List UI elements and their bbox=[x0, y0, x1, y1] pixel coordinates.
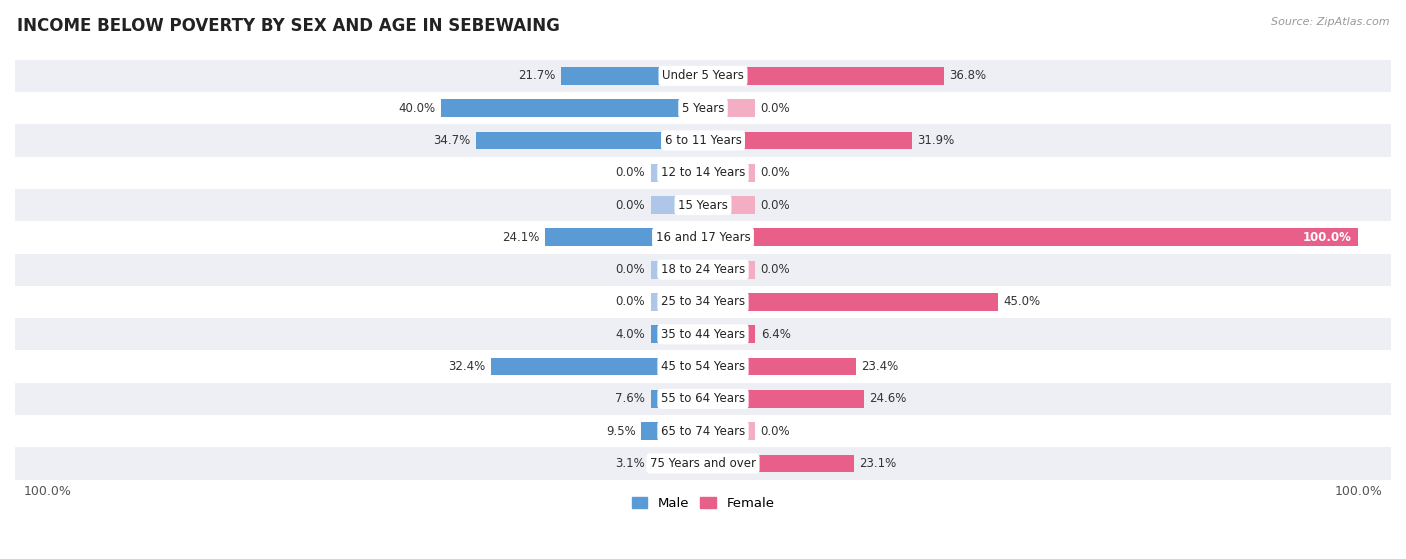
Text: 9.5%: 9.5% bbox=[606, 425, 636, 438]
Bar bbox=[703, 358, 856, 376]
Bar bbox=[703, 131, 912, 149]
Bar bbox=[15, 383, 1391, 415]
Bar bbox=[703, 454, 855, 472]
Bar bbox=[15, 254, 1391, 286]
Bar bbox=[703, 261, 755, 278]
Text: 45 to 54 Years: 45 to 54 Years bbox=[661, 360, 745, 373]
Bar bbox=[703, 293, 998, 311]
Bar bbox=[15, 318, 1391, 350]
Text: 6 to 11 Years: 6 to 11 Years bbox=[665, 134, 741, 147]
Text: 25 to 34 Years: 25 to 34 Years bbox=[661, 296, 745, 309]
Text: Under 5 Years: Under 5 Years bbox=[662, 69, 744, 82]
Bar bbox=[15, 447, 1391, 480]
Text: 40.0%: 40.0% bbox=[398, 102, 436, 115]
Text: 0.0%: 0.0% bbox=[616, 166, 645, 179]
Legend: Male, Female: Male, Female bbox=[626, 491, 780, 515]
Text: 0.0%: 0.0% bbox=[616, 263, 645, 276]
Bar bbox=[703, 229, 1358, 247]
Text: 18 to 24 Years: 18 to 24 Years bbox=[661, 263, 745, 276]
Text: 12 to 14 Years: 12 to 14 Years bbox=[661, 166, 745, 179]
Text: 34.7%: 34.7% bbox=[433, 134, 471, 147]
Text: 24.6%: 24.6% bbox=[869, 392, 907, 405]
Text: 3.1%: 3.1% bbox=[616, 457, 645, 470]
Text: 65 to 74 Years: 65 to 74 Years bbox=[661, 425, 745, 438]
Bar bbox=[15, 92, 1391, 124]
Bar bbox=[651, 261, 703, 278]
Text: 32.4%: 32.4% bbox=[449, 360, 485, 373]
Text: 23.4%: 23.4% bbox=[862, 360, 898, 373]
Text: 0.0%: 0.0% bbox=[761, 198, 790, 211]
Bar bbox=[703, 422, 755, 440]
Bar bbox=[703, 164, 755, 182]
Text: 0.0%: 0.0% bbox=[761, 166, 790, 179]
Bar bbox=[641, 422, 703, 440]
Bar bbox=[703, 196, 755, 214]
Bar bbox=[651, 454, 703, 472]
Text: 24.1%: 24.1% bbox=[502, 231, 540, 244]
Text: 0.0%: 0.0% bbox=[616, 296, 645, 309]
Text: 31.9%: 31.9% bbox=[917, 134, 955, 147]
Bar bbox=[703, 100, 755, 117]
Bar bbox=[561, 67, 703, 85]
Text: 7.6%: 7.6% bbox=[616, 392, 645, 405]
Bar bbox=[15, 124, 1391, 157]
Text: 16 and 17 Years: 16 and 17 Years bbox=[655, 231, 751, 244]
Bar bbox=[15, 350, 1391, 383]
Bar bbox=[15, 189, 1391, 221]
Bar bbox=[651, 293, 703, 311]
Text: 5 Years: 5 Years bbox=[682, 102, 724, 115]
Text: 75 Years and over: 75 Years and over bbox=[650, 457, 756, 470]
Bar bbox=[15, 415, 1391, 447]
Bar bbox=[15, 286, 1391, 318]
Bar bbox=[546, 229, 703, 247]
Text: 15 Years: 15 Years bbox=[678, 198, 728, 211]
Text: 23.1%: 23.1% bbox=[859, 457, 897, 470]
Text: 4.0%: 4.0% bbox=[616, 328, 645, 341]
Bar bbox=[15, 221, 1391, 254]
Text: 0.0%: 0.0% bbox=[616, 198, 645, 211]
Text: Source: ZipAtlas.com: Source: ZipAtlas.com bbox=[1271, 17, 1389, 27]
Bar bbox=[15, 157, 1391, 189]
Bar bbox=[651, 196, 703, 214]
Text: 100.0%: 100.0% bbox=[1303, 231, 1351, 244]
Bar bbox=[441, 100, 703, 117]
Bar bbox=[475, 131, 703, 149]
Text: 0.0%: 0.0% bbox=[761, 263, 790, 276]
Bar bbox=[651, 390, 703, 408]
Bar bbox=[15, 60, 1391, 92]
Text: INCOME BELOW POVERTY BY SEX AND AGE IN SEBEWAING: INCOME BELOW POVERTY BY SEX AND AGE IN S… bbox=[17, 17, 560, 35]
Bar bbox=[703, 67, 943, 85]
Text: 21.7%: 21.7% bbox=[519, 69, 555, 82]
Text: 0.0%: 0.0% bbox=[761, 425, 790, 438]
Text: 0.0%: 0.0% bbox=[761, 102, 790, 115]
Bar bbox=[651, 164, 703, 182]
Bar bbox=[651, 325, 703, 343]
Text: 6.4%: 6.4% bbox=[761, 328, 790, 341]
Bar bbox=[491, 358, 703, 376]
Bar bbox=[703, 390, 865, 408]
Text: 36.8%: 36.8% bbox=[949, 69, 987, 82]
Bar bbox=[703, 325, 755, 343]
Text: 35 to 44 Years: 35 to 44 Years bbox=[661, 328, 745, 341]
Text: 45.0%: 45.0% bbox=[1002, 296, 1040, 309]
Text: 55 to 64 Years: 55 to 64 Years bbox=[661, 392, 745, 405]
